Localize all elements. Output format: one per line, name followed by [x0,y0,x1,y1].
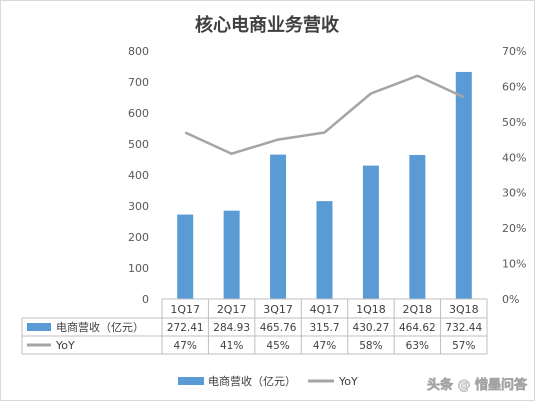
legend-label-line: YoY [338,375,358,388]
x-tick-label: 3Q18 [449,303,479,316]
table-value-line: 41% [220,340,243,352]
bar-2Q17 [223,210,240,299]
y-left-tick-label: 300 [128,200,149,213]
y-left-tick-label: 0 [142,293,149,306]
table-value-bars: 430.27 [353,322,390,334]
table-value-bars: 464.62 [399,322,436,334]
y-left-tick-label: 800 [128,45,149,58]
table-value-line: 45% [266,340,289,352]
y-left-tick-label: 600 [128,107,149,120]
y-left-tick-label: 400 [128,169,149,182]
bar-1Q18 [362,165,379,299]
table-series-name-line: YoY [55,339,75,352]
y-left-tick-label: 200 [128,231,149,244]
table-value-bars: 315.7 [309,322,339,334]
y-right-tick-label: 10% [502,258,526,271]
x-tick-label: 1Q17 [170,303,200,316]
table-value-bars: 732.44 [445,322,482,334]
x-tick-label: 4Q17 [310,303,340,316]
table-value-bars: 465.76 [260,322,297,334]
x-tick-label: 1Q18 [356,303,386,316]
y-right-tick-label: 0% [502,293,519,306]
legend-swatch-bars [178,377,204,385]
y-left-tick-label: 700 [128,76,149,89]
y-right-tick-label: 70% [502,45,526,58]
table-series-name-bars: 电商营收（亿元） [56,320,144,334]
table-value-line: 57% [452,340,475,352]
y-left-tick-label: 100 [128,262,149,275]
table-value-line: 47% [313,340,336,352]
y-right-tick-label: 50% [502,116,526,129]
y-right-tick-label: 20% [502,222,526,235]
bar-3Q17 [270,154,287,299]
watermark-text: 头条 @ 惜墨问答 [427,377,528,393]
table-value-line: 63% [406,340,429,352]
bar-3Q18 [455,71,472,299]
table-value-bars: 272.41 [167,322,204,334]
chart-title: 核心电商业务营收 [195,14,339,36]
bar-2Q18 [409,154,426,299]
y-right-tick-label: 60% [502,80,526,93]
y-left-tick-label: 500 [128,138,149,151]
table-value-line: 58% [359,340,382,352]
y-right-tick-label: 40% [502,151,526,164]
y-right-tick-label: 30% [502,187,526,200]
x-tick-label: 2Q17 [217,303,247,316]
bar-1Q17 [177,214,194,299]
legend-label-bars: 电商营收（亿元） [208,374,296,388]
yoy-line [184,74,465,155]
x-tick-label: 3Q17 [263,303,293,316]
table-value-bars: 284.93 [213,322,250,334]
table-legend-swatch-bars [27,323,51,331]
bar-4Q17 [316,201,333,299]
x-tick-label: 2Q18 [403,303,433,316]
table-value-line: 47% [174,340,197,352]
